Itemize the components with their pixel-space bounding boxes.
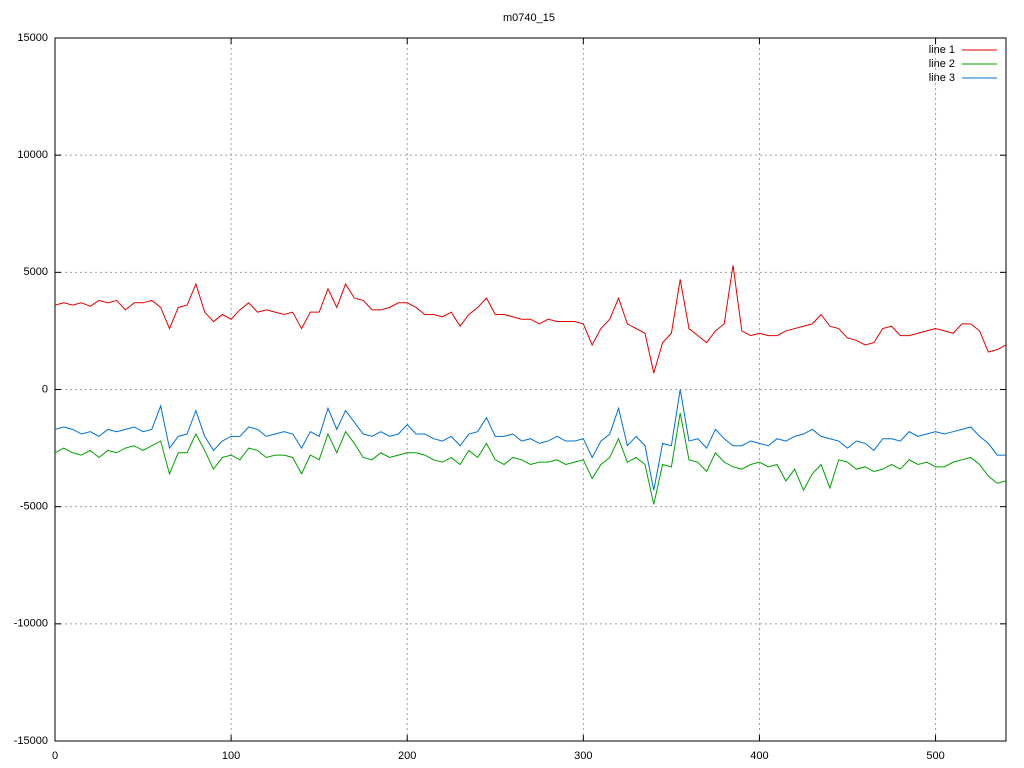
y-tick-label: 0 [42,383,48,395]
legend-label: line 1 [929,44,955,56]
legend-label: line 3 [929,72,955,84]
x-tick-label: 200 [398,750,416,762]
y-tick-label: 10000 [17,149,48,161]
chart-title: m0740_15 [503,12,555,24]
data-line [54,265,1007,374]
x-tick-label: 100 [222,750,240,762]
y-tick-label: -10000 [14,618,48,630]
legend-label: line 2 [929,58,955,70]
data-line [54,389,1006,491]
y-tick-label: 15000 [17,32,48,44]
y-tick-label: -5000 [20,501,48,513]
plot-border [54,37,1007,742]
y-tick-label: -15000 [14,735,48,747]
x-tick-label: 400 [750,750,768,762]
data-line [54,412,1007,505]
x-tick-label: 300 [574,750,592,762]
y-tick-label: 5000 [24,266,48,278]
x-tick-label: 0 [52,750,58,762]
x-tick-label: 500 [926,750,944,762]
